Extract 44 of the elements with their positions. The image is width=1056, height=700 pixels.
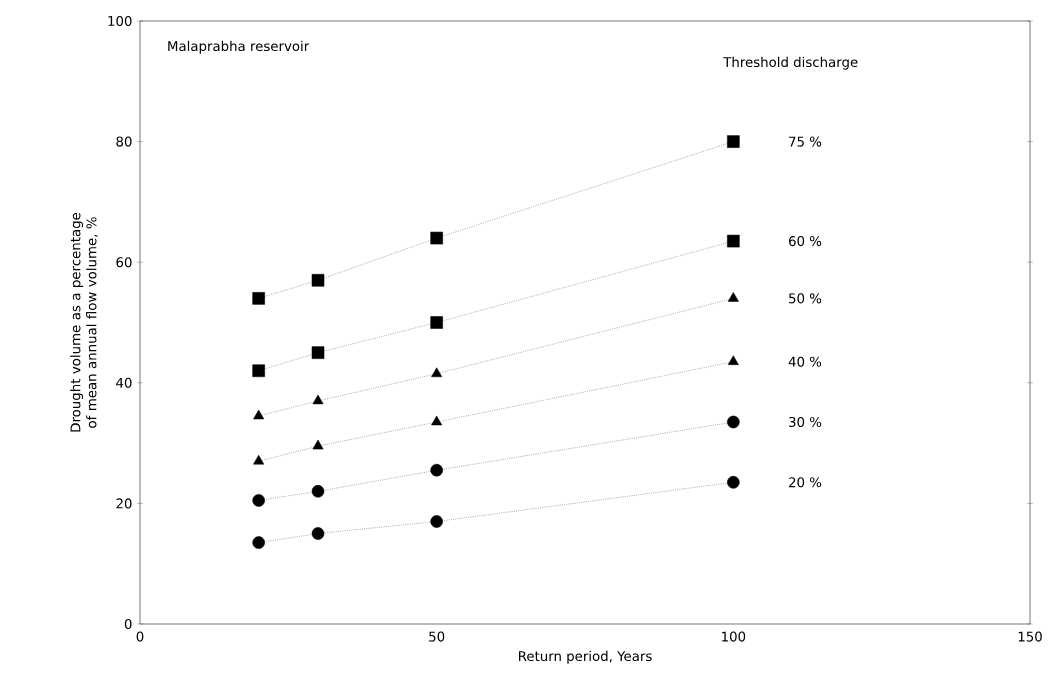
point — [311, 485, 325, 498]
point — [253, 409, 265, 420]
point — [430, 316, 443, 329]
y-tick-label: 80 — [116, 136, 132, 147]
point — [312, 439, 324, 450]
y-tick-label: 60 — [116, 257, 132, 268]
text: 20 % — [789, 477, 822, 488]
point — [727, 292, 739, 302]
point — [727, 415, 740, 429]
point — [727, 355, 739, 365]
x-tick-label: 150 — [1018, 631, 1042, 642]
text: 30 % — [789, 416, 822, 428]
point — [431, 367, 443, 378]
point — [252, 536, 265, 549]
y-tick-label: 40 — [116, 377, 132, 388]
y-tick-label: 0 — [124, 618, 132, 630]
point — [727, 135, 740, 148]
point — [312, 394, 324, 405]
text: 40 % — [788, 356, 822, 367]
x-axis-title: Return period, Years — [519, 650, 652, 664]
point — [431, 415, 443, 426]
point — [430, 231, 443, 245]
y-tick-label: 20 — [116, 498, 132, 509]
point — [727, 234, 740, 248]
point — [727, 476, 740, 489]
text: Malaprabha reservoir — [168, 40, 310, 54]
annotation: Threshold discharge — [723, 56, 858, 70]
point — [311, 346, 325, 359]
point — [252, 364, 265, 377]
text: 75 % — [789, 136, 822, 147]
text: 60 % — [788, 236, 822, 247]
point — [311, 274, 325, 287]
x-tick-label: 100 — [722, 631, 746, 642]
point — [253, 454, 265, 465]
x-tick-label: 0 — [136, 631, 144, 642]
y-axis-title: Drought volume as a percentage of mean annual flow volume, % — [70, 212, 98, 432]
x-tick-label: 50 — [429, 631, 445, 642]
point — [430, 515, 443, 528]
y-tick-label: 100 — [108, 15, 132, 27]
point — [430, 463, 443, 477]
text: 50 % — [789, 293, 822, 304]
point — [252, 494, 265, 507]
point — [311, 527, 325, 540]
point — [252, 292, 265, 305]
